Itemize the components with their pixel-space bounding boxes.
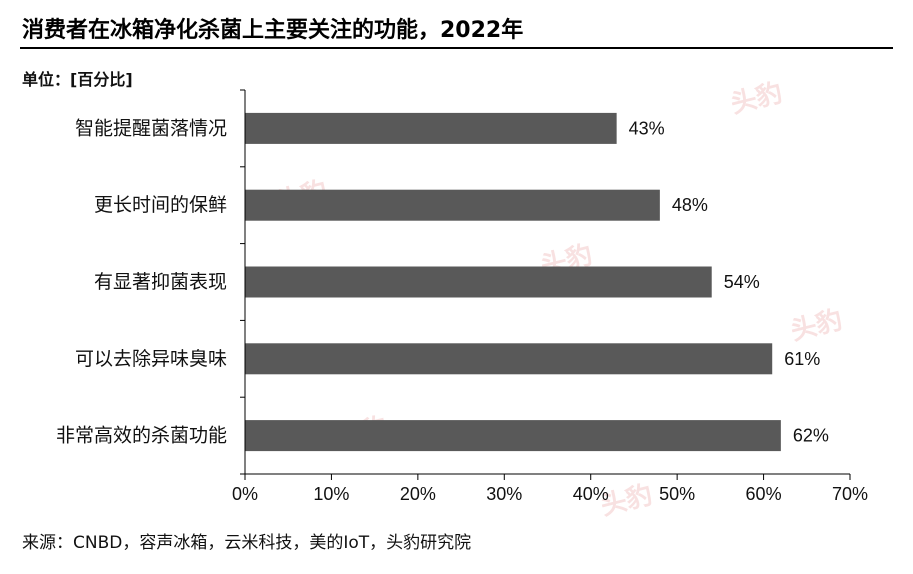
title-divider [20, 47, 893, 49]
value-label: 43% [629, 118, 665, 138]
source-note: 来源：CNBD，容声冰箱，云米科技，美的IoT，头豹研究院 [22, 533, 472, 553]
chart-title: 消费者在冰箱净化杀菌上主要关注的功能，2022年 [22, 18, 524, 43]
x-tick-label: 10% [313, 484, 349, 504]
bar [245, 112, 617, 144]
bar [245, 266, 712, 298]
value-label: 54% [724, 272, 760, 292]
value-label: 48% [672, 195, 708, 215]
x-tick-label: 40% [573, 484, 609, 504]
bars-layer [245, 112, 781, 452]
category-label: 非常高效的杀菌功能 [56, 425, 227, 447]
x-tick-label: 20% [400, 484, 436, 504]
x-tick-label: 60% [746, 484, 782, 504]
bar [245, 189, 660, 221]
bar [245, 343, 773, 375]
category-label: 有显著抑菌表现 [94, 271, 227, 293]
value-label: 62% [793, 426, 829, 446]
category-label: 可以去除异味臭味 [75, 348, 227, 370]
category-label: 更长时间的保鲜 [94, 194, 227, 216]
value-label: 61% [784, 349, 820, 369]
x-tick-label: 70% [832, 484, 868, 504]
axes-layer: 智能提醒菌落情况 43% 更长时间的保鲜 48% 有显著抑菌表现 54% 可以去除异味臭味 6… [56, 89, 868, 504]
category-label: 智能提醒菌落情况 [75, 117, 227, 139]
x-tick-label: 50% [659, 484, 695, 504]
x-tick-label: 30% [486, 484, 522, 504]
unit-label: 单位：[百分比] [22, 70, 133, 89]
bar [245, 420, 781, 452]
x-tick-label: 0% [232, 484, 258, 504]
